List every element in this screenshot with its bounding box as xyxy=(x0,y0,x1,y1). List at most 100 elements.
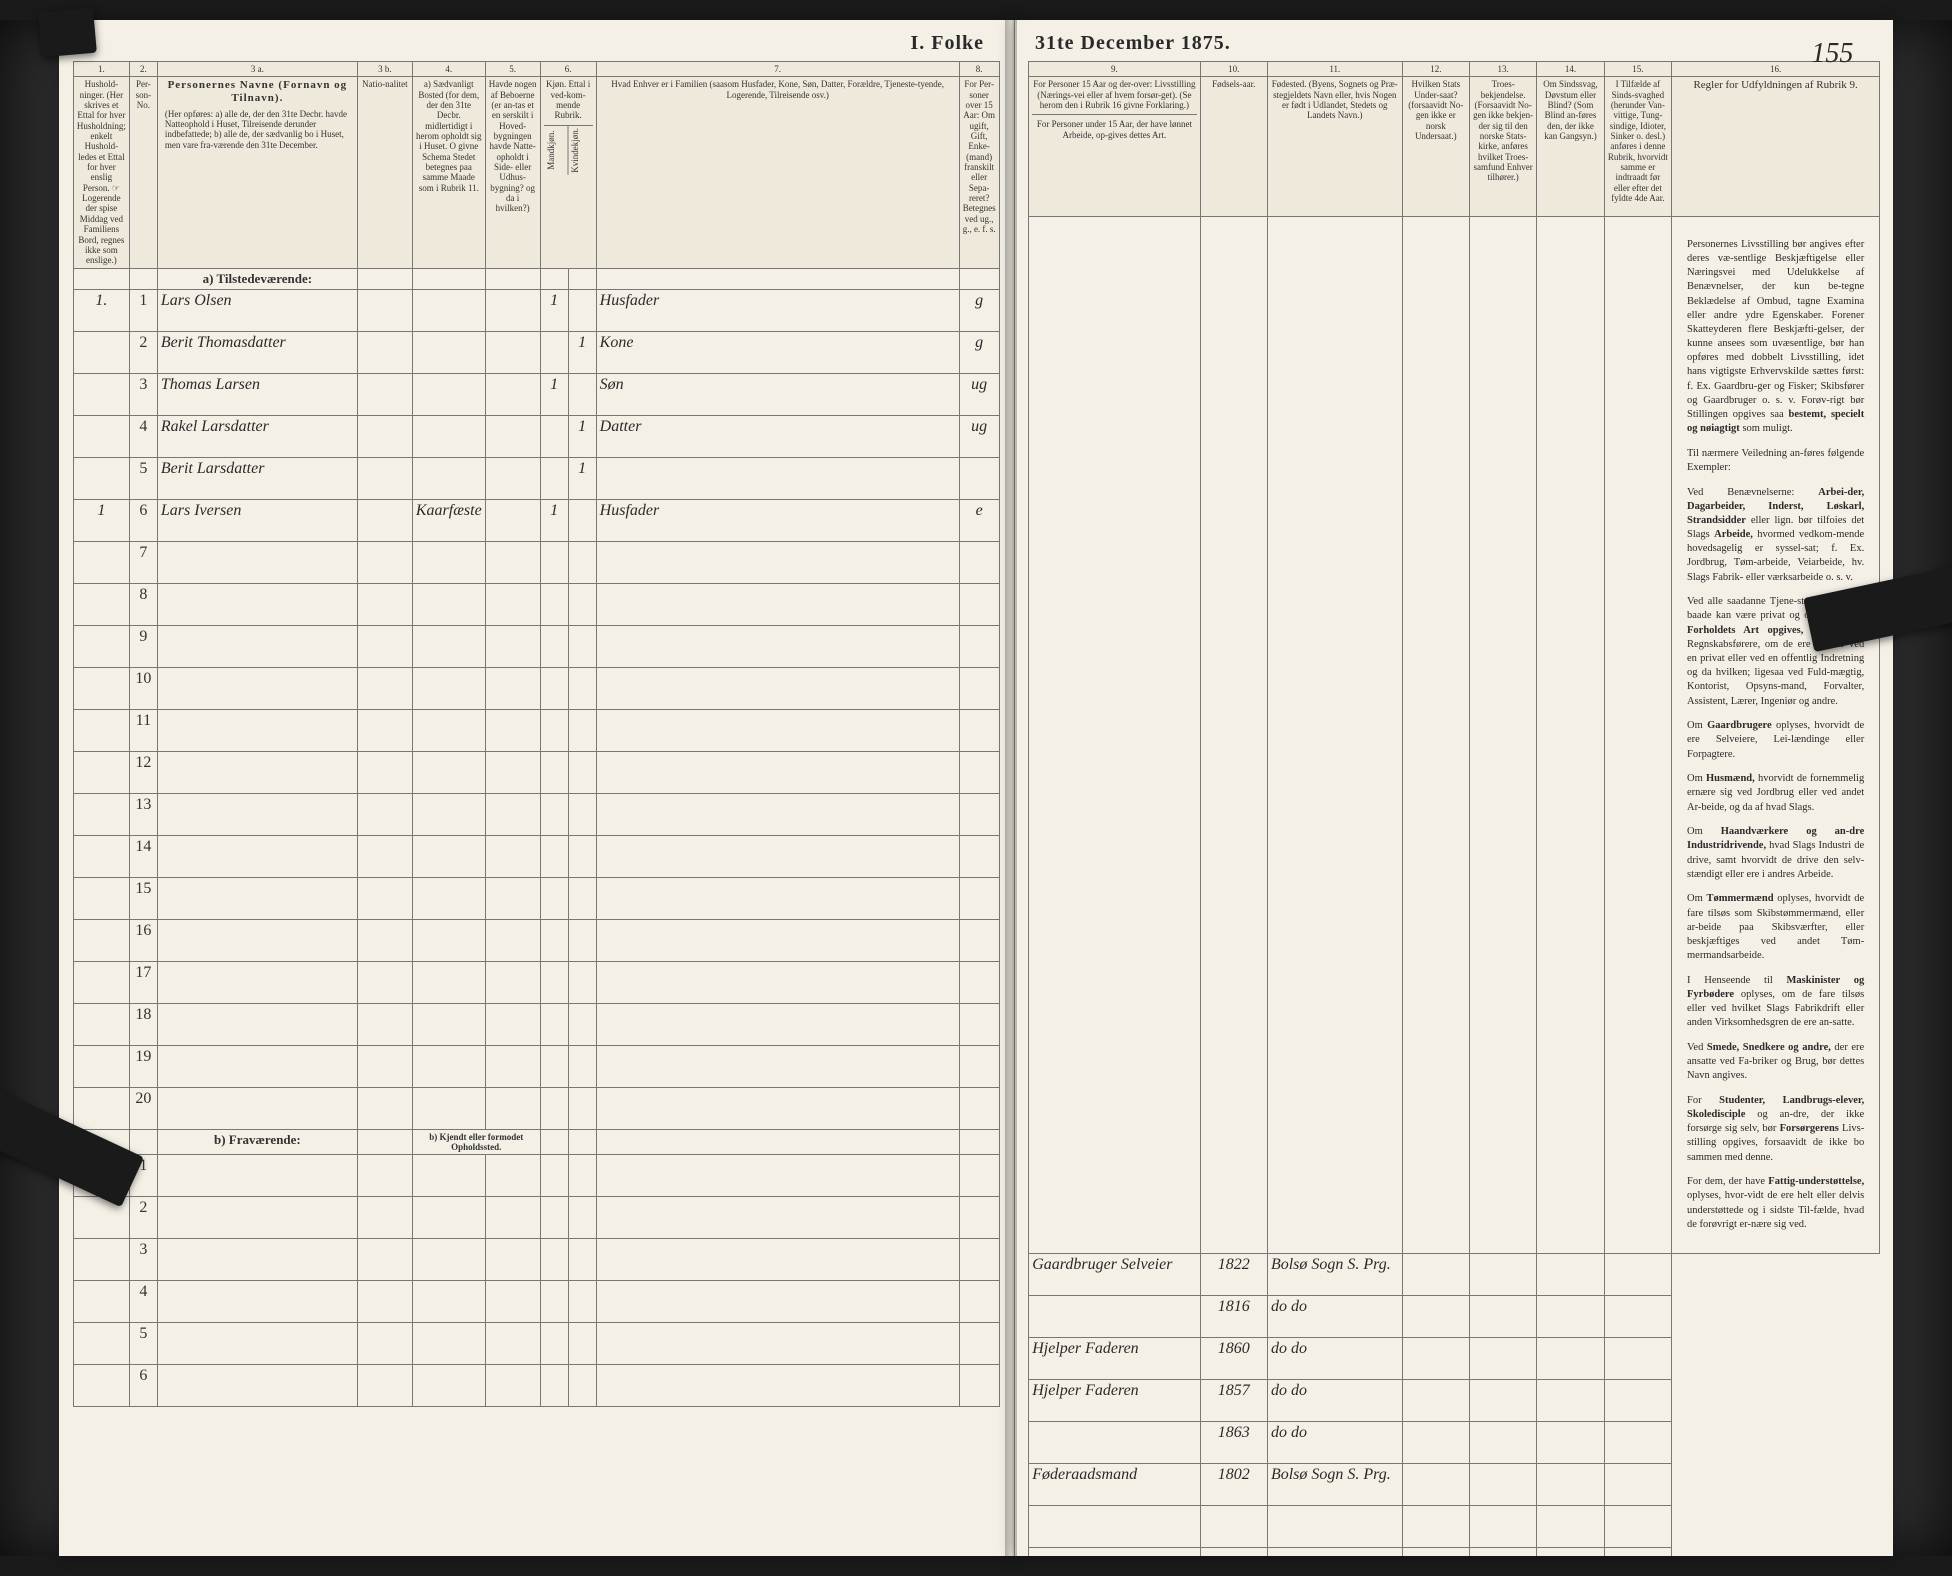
cell-blank xyxy=(1402,1505,1469,1547)
cell-marital: g xyxy=(959,289,999,331)
col-num-13: 13. xyxy=(1469,62,1536,77)
col-num-3b: 3 b. xyxy=(357,62,412,77)
cell-blank xyxy=(73,1238,129,1280)
cell-religion xyxy=(1469,1295,1536,1337)
cell-blank xyxy=(157,1045,357,1087)
cell-religion xyxy=(1469,1421,1536,1463)
cell-blank xyxy=(540,541,568,583)
cell-blank xyxy=(157,919,357,961)
cell-sex-m: 1 xyxy=(540,289,568,331)
cell-residence xyxy=(412,331,485,373)
cell-insanity xyxy=(1604,1421,1671,1463)
cell-blank xyxy=(357,625,412,667)
cell-nationality xyxy=(357,415,412,457)
cell-blank xyxy=(959,1322,999,1364)
cell-blank xyxy=(485,541,540,583)
cell-blank xyxy=(596,919,959,961)
col-num-4: 4. xyxy=(412,62,485,77)
cell-person-no: 1 xyxy=(129,289,157,331)
cell-blank xyxy=(1402,1547,1469,1556)
cell-blank xyxy=(73,709,129,751)
cell-household xyxy=(73,457,129,499)
cell-birth-year: 1816 xyxy=(1200,1295,1267,1337)
cell-blank xyxy=(568,793,596,835)
cell-blank xyxy=(157,1003,357,1045)
cell-residence: Kaarfæste xyxy=(412,499,485,541)
cell-blank xyxy=(959,1364,999,1406)
cell-blank xyxy=(412,1364,485,1406)
cell-blank xyxy=(73,1322,129,1364)
cell-blank xyxy=(959,625,999,667)
cell-blank xyxy=(73,1003,129,1045)
table-row: 8 xyxy=(73,583,999,625)
cell-blank xyxy=(596,1045,959,1087)
table-row: Føderaadsmand1802Bolsø Sogn S. Prg. xyxy=(1029,1463,1880,1505)
table-row: 11 xyxy=(73,709,999,751)
cell-blank xyxy=(540,1003,568,1045)
cell-blank xyxy=(157,1280,357,1322)
table-row: 1816do do xyxy=(1029,1295,1880,1337)
cell-blank xyxy=(412,1087,485,1129)
cell-blank xyxy=(568,961,596,1003)
ledger-page-right: 31te December 1875. 155 9. 10. 11. 12. 1… xyxy=(1015,20,1893,1556)
rules-p8: Om Tømmermænd oplyses, hvorvidt de fare … xyxy=(1687,892,1864,963)
cell-person-no: 16 xyxy=(129,919,157,961)
cell-blank xyxy=(540,1238,568,1280)
cell-household xyxy=(73,415,129,457)
col-num-15: 15. xyxy=(1604,62,1671,77)
cell-insanity xyxy=(1604,1463,1671,1505)
cell-blank xyxy=(357,709,412,751)
section-present-row-right: Personernes Livsstilling bør angives eft… xyxy=(1029,217,1880,1253)
hdr-disability: Om Sindssvag, Døvstum eller Blind? (Som … xyxy=(1537,77,1604,217)
cell-person-no: 15 xyxy=(129,877,157,919)
cell-blank xyxy=(485,1003,540,1045)
table-row: 17 xyxy=(73,961,999,1003)
col-num-3a: 3 a. xyxy=(157,62,357,77)
hdr-outbuilding: Havde nogen af Beboerne (er an-tas et en… xyxy=(485,77,540,268)
cell-relation: Husfader xyxy=(596,499,959,541)
col-num-10: 10. xyxy=(1200,62,1267,77)
cell-person-no: 20 xyxy=(129,1087,157,1129)
cell-person-no: 14 xyxy=(129,835,157,877)
cell-blank xyxy=(412,1322,485,1364)
cell-blank xyxy=(540,625,568,667)
cell-birth-place: do do xyxy=(1267,1421,1402,1463)
table-row xyxy=(1029,1505,1880,1547)
cell-birth-year: 1802 xyxy=(1200,1463,1267,1505)
cell-blank xyxy=(540,1045,568,1087)
cell-blank xyxy=(596,1322,959,1364)
hdr-residence: a) Sædvanligt Bosted (for dem, der den 3… xyxy=(412,77,485,268)
table-row: Hjelper Faderen1857do do xyxy=(1029,1379,1880,1421)
cell-name: Lars Olsen xyxy=(157,289,357,331)
cell-citizenship xyxy=(1402,1337,1469,1379)
col-num-5: 5. xyxy=(485,62,540,77)
cell-blank xyxy=(412,877,485,919)
cell-blank xyxy=(959,1045,999,1087)
cell-blank xyxy=(540,1280,568,1322)
cell-household xyxy=(73,331,129,373)
cell-outbuilding xyxy=(485,289,540,331)
cell-blank xyxy=(568,583,596,625)
table-row: 4 xyxy=(73,1280,999,1322)
cell-person-no: 3 xyxy=(129,1238,157,1280)
cell-relation xyxy=(596,457,959,499)
rules-p3: Ved Benævnelserne: Arbei-der, Dagarbeide… xyxy=(1687,486,1864,585)
cell-outbuilding xyxy=(485,373,540,415)
hdr-family-relation: Hvad Enhver er i Familien (saasom Husfad… xyxy=(596,77,959,268)
ledger-table-left: 1. 2. 3 a. 3 b. 4. 5. 6. 7. 8. Hushold-n… xyxy=(73,61,1000,1407)
cell-blank xyxy=(357,1280,412,1322)
cell-birth-year: 1857 xyxy=(1200,1379,1267,1421)
cell-sex-m: 1 xyxy=(540,499,568,541)
column-number-row-right: 9. 10. 11. 12. 13. 14. 15. 16. xyxy=(1029,62,1880,77)
cell-blank xyxy=(485,751,540,793)
cell-blank xyxy=(157,625,357,667)
ledger-page-left: I. Folke 1. 2. 3 a. 3 b. 4. 5. 6. 7. 8. … xyxy=(59,20,1015,1556)
table-row: 9 xyxy=(73,625,999,667)
section-present-row: a) Tilstedeværende: xyxy=(73,268,999,289)
cell-religion xyxy=(1469,1463,1536,1505)
cell-blank xyxy=(540,1196,568,1238)
cell-person-no: 17 xyxy=(129,961,157,1003)
cell-blank xyxy=(485,1154,540,1196)
cell-blank xyxy=(157,1196,357,1238)
cell-outbuilding xyxy=(485,415,540,457)
